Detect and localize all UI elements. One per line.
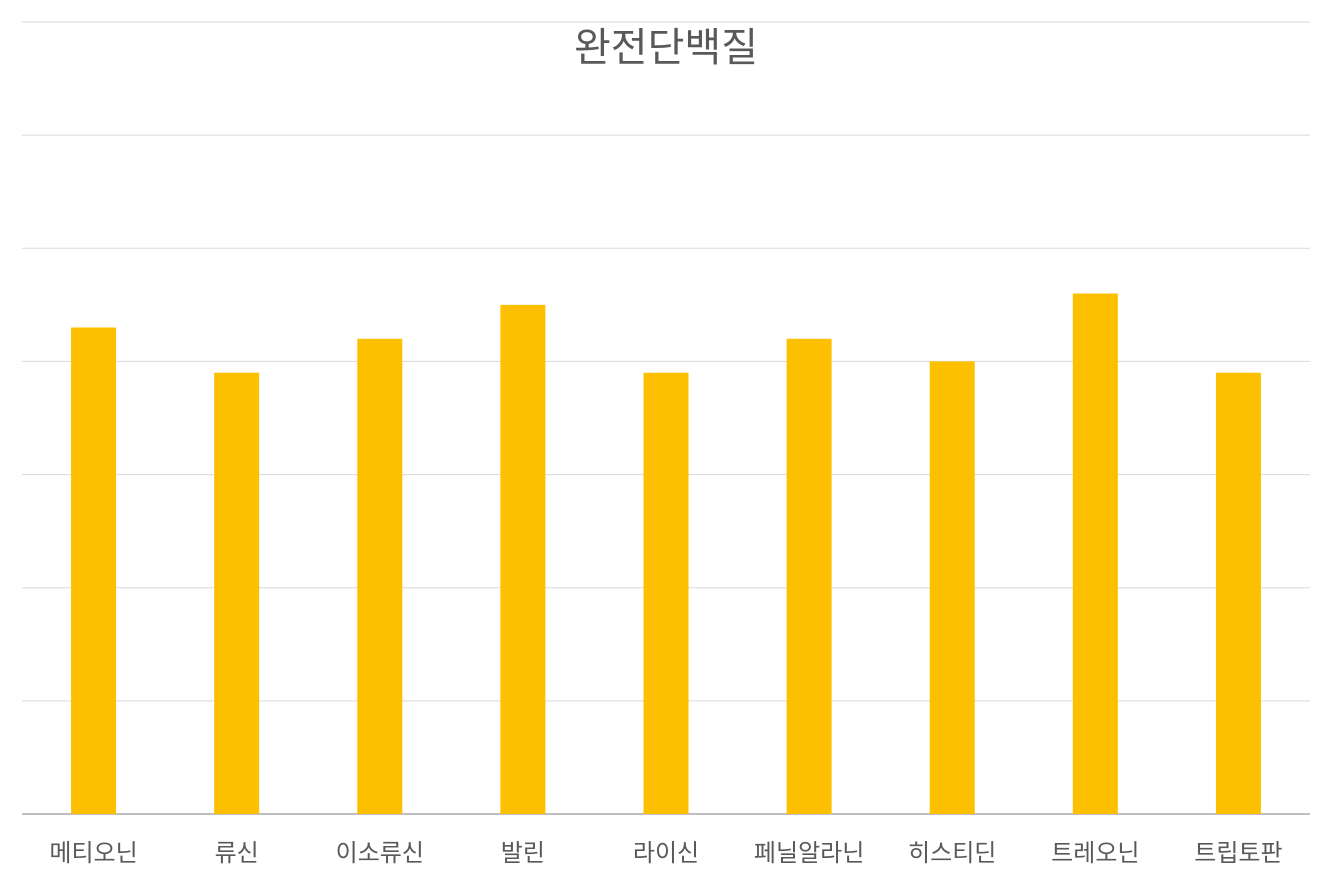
x-tick-label: 트레오닌	[1051, 839, 1139, 867]
x-tick-label: 류신	[215, 839, 259, 867]
x-tick-label: 메티오닌	[49, 839, 137, 867]
chart-title: 완전단백질	[574, 25, 758, 71]
bar	[71, 327, 117, 814]
x-tick-label: 페닐알라닌	[754, 839, 864, 867]
bar	[214, 372, 260, 814]
bar	[500, 304, 546, 814]
bar	[1072, 293, 1118, 814]
x-tick-label: 이소류신	[336, 839, 424, 867]
x-tick-label: 라이신	[633, 839, 699, 867]
bar	[929, 361, 975, 814]
bar	[1215, 372, 1261, 814]
x-tick-label: 발린	[501, 839, 545, 867]
x-tick-label: 트립토판	[1194, 839, 1282, 867]
bar	[643, 372, 689, 814]
bar	[357, 338, 403, 814]
bar	[786, 338, 832, 814]
x-tick-label: 히스티딘	[908, 839, 996, 867]
